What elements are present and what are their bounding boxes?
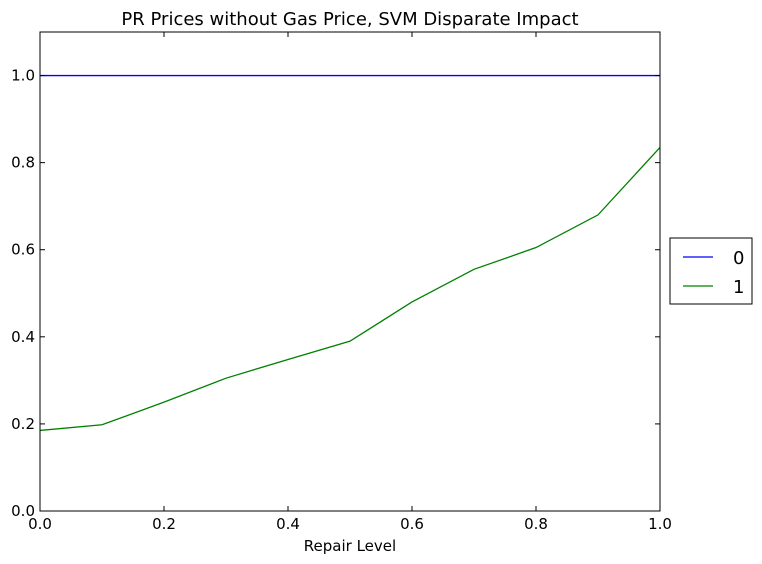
plot-series xyxy=(39,74,661,432)
legend-label: 0 xyxy=(733,248,744,269)
y-tick-label: 0.6 xyxy=(11,241,35,259)
x-tick-label: 0.6 xyxy=(400,515,424,533)
y-axis: 0.0 0.2 0.4 0.6 0.8 1.0 xyxy=(11,67,660,520)
y-tick-label: 1.0 xyxy=(11,67,35,85)
x-axis-label: Repair Level xyxy=(304,537,396,555)
x-tick-label: 0.4 xyxy=(276,515,300,533)
x-tick-label: 0.2 xyxy=(152,515,176,533)
x-axis: 0.0 0.2 0.4 0.6 0.8 1.0 xyxy=(28,32,672,533)
x-tick-label: 0.8 xyxy=(524,515,548,533)
series-line-1 xyxy=(39,146,661,432)
plot-frame xyxy=(39,31,661,512)
y-tick-label: 0.4 xyxy=(11,328,35,346)
y-tick-label: 0.2 xyxy=(11,415,35,433)
x-tick-label: 0.0 xyxy=(28,515,52,533)
x-tick-label: 1.0 xyxy=(648,515,672,533)
y-tick-label: 0.8 xyxy=(11,154,35,172)
legend-box xyxy=(669,237,753,305)
y-tick-label: 0.0 xyxy=(11,502,35,520)
legend-label: 1 xyxy=(733,277,744,298)
chart-title: PR Prices without Gas Price, SVM Dispara… xyxy=(121,9,578,30)
legend: 01 xyxy=(669,237,753,305)
